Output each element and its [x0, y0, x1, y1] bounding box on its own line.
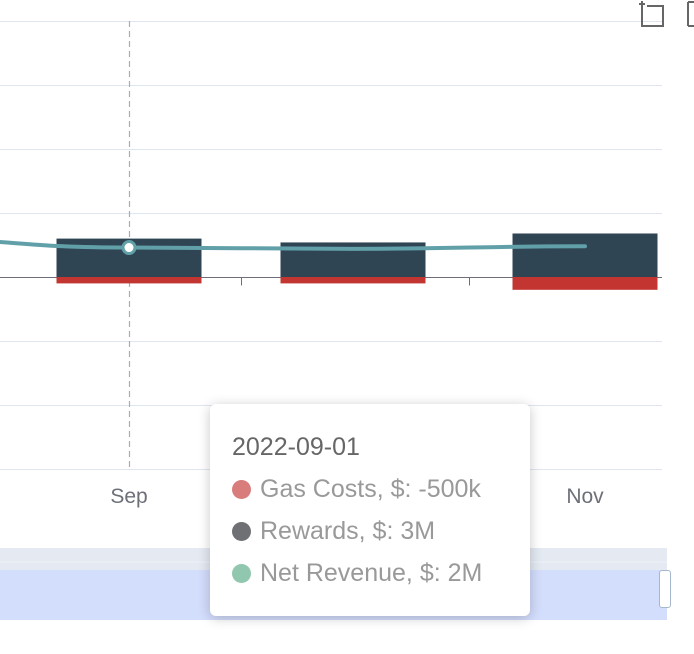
- tooltip-marker-net-revenue: [232, 563, 251, 583]
- tooltip-title: 2022-09-01: [232, 433, 360, 461]
- tooltip-marker-rewards: [232, 521, 251, 541]
- line-series[interactable]: [0, 239, 587, 256]
- x-axis-label-nov: Nov: [566, 485, 604, 508]
- tooltip-row-gas-costs: Gas Costs, $: -500k: [232, 474, 508, 504]
- x-axis-labels: Sep Nov: [110, 485, 604, 508]
- tooltip-row-net-revenue: Net Revenue, $: 2M: [232, 558, 508, 588]
- zoom-reset-icon[interactable]: [686, 0, 694, 28]
- net-revenue-line: [0, 239, 587, 251]
- bar-gas-costs-nov: [512, 277, 658, 290]
- bar-gas-costs-oct: [280, 277, 426, 284]
- bars[interactable]: [56, 233, 658, 290]
- tooltip-label-gas-costs: Gas Costs, $: -500k: [260, 475, 481, 503]
- net-revenue-point-sep: [121, 240, 137, 256]
- tooltip-marker-gas-costs: [232, 479, 251, 499]
- tooltip-label-net-revenue: Net Revenue, $: 2M: [260, 559, 483, 587]
- zoom-select-icon[interactable]: [638, 0, 664, 28]
- tooltip-row-rewards: Rewards, $: 3M: [232, 516, 508, 546]
- bar-rewards-nov: [512, 233, 658, 277]
- chart-tooltip: 2022-09-01 Gas Costs, $: -500k Rewards, …: [210, 404, 530, 616]
- x-axis-label-sep: Sep: [110, 485, 147, 508]
- bar-gas-costs-sep: [56, 277, 202, 284]
- tooltip-label-rewards: Rewards, $: 3M: [260, 517, 436, 545]
- data-zoom-handle-right[interactable]: [659, 570, 671, 608]
- category-ticks: [241, 277, 470, 286]
